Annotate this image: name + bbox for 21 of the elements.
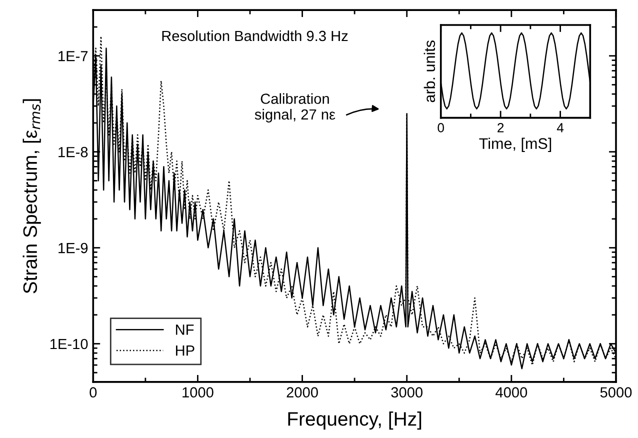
y-tick-label: 1E-8 [58,146,88,158]
y-tick-label: 1E-10 [50,338,88,350]
x-axis-title: Frequency, [Hz] [288,412,422,430]
x-tick-label: 4000 [496,387,528,398]
x-tick-label: 1000 [182,387,214,398]
x-tick-label: 2 [498,123,504,132]
y-axis-title: Strain Spectrum, [ε$_{rms}$] [22,99,41,294]
x-tick-label: 2000 [286,387,318,398]
legend-label: NF [176,324,194,335]
annotation: Resolution Bandwidth 9.3 Hz [162,30,348,42]
x-tick-label: 4 [556,123,564,132]
y-axis-title: arb. units [424,40,436,102]
x-tick-label: 0 [90,387,97,398]
x-tick-label: 0 [438,123,444,132]
y-tick-label: 1E-9 [58,242,88,254]
x-axis-title: Time, [mS] [479,138,552,152]
annotation: Calibration signal, 27 nε [254,93,336,123]
y-tick-label: 1E-7 [58,51,88,62]
x-tick-label: 3000 [391,387,423,398]
x-tick-label: 5000 [600,387,632,398]
legend-label: HP [176,346,194,356]
